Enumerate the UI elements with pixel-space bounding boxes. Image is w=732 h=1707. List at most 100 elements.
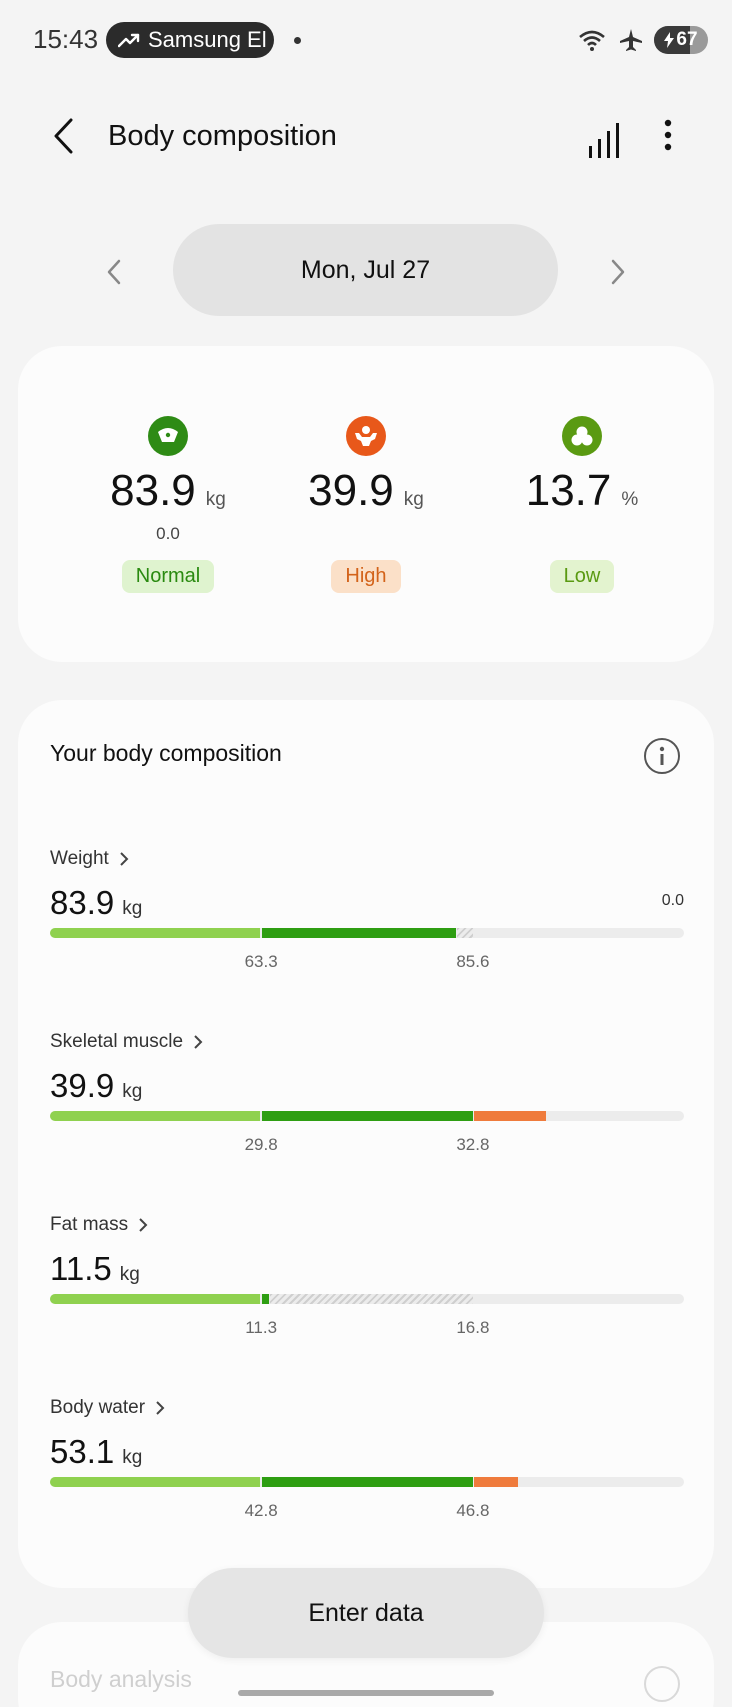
status-time: 15:43 — [33, 24, 99, 54]
fat-mass-row: Fat mass 11.5 kg 11.3 16.8 — [50, 1214, 684, 1364]
page-title: Body composition — [108, 120, 337, 152]
body-analysis-title: Body analysis — [50, 1666, 192, 1692]
skeletal-muscle-value: 39.9 — [50, 1067, 115, 1104]
body-fat-status-badge: Low — [549, 560, 615, 593]
range-segment-low — [50, 928, 261, 938]
weight-scale-icon — [148, 416, 188, 456]
body-water-range-high: 46.8 — [456, 1501, 490, 1520]
body-analysis-info-icon[interactable] — [644, 1666, 680, 1702]
battery-indicator: 67 — [654, 26, 708, 54]
charging-bolt-icon — [664, 32, 675, 48]
range-segment-normal — [262, 928, 456, 938]
body-water-link[interactable]: Body water — [50, 1397, 165, 1419]
muscle-status-badge: High — [331, 560, 401, 593]
skeletal-muscle-range-bar — [50, 1111, 684, 1121]
skeletal-muscle-label: Skeletal muscle — [50, 1031, 184, 1052]
previous-date-button[interactable] — [96, 252, 132, 292]
fat-mass-range-bar — [50, 1294, 684, 1304]
more-vertical-icon — [664, 119, 672, 151]
date-selector[interactable]: Mon, Jul 27 — [173, 224, 558, 316]
range-segment-normal — [262, 1477, 473, 1487]
status-bar: 15:43 Samsung El 67 — [0, 0, 732, 80]
enter-data-label: Enter data — [308, 1598, 424, 1627]
weight-link[interactable]: Weight — [50, 848, 129, 870]
enter-data-button[interactable]: Enter data — [188, 1568, 544, 1658]
muscle-summary-value: 39.9 — [308, 466, 394, 515]
body-fat-summary[interactable]: 13.7% Low — [482, 416, 682, 593]
range-segment-high — [473, 1111, 547, 1121]
body-water-range-bar — [50, 1477, 684, 1487]
chevron-right-icon — [156, 1401, 165, 1415]
ongoing-notification-chip[interactable]: Samsung El — [106, 22, 274, 58]
range-segment-normal — [262, 1111, 473, 1121]
range-segment-high — [473, 1477, 518, 1487]
fat-mass-link[interactable]: Fat mass — [50, 1214, 148, 1236]
bar-chart-icon — [589, 123, 619, 158]
fat-mass-unit: kg — [119, 1264, 140, 1285]
skeletal-muscle-row: Skeletal muscle 39.9 kg 29.8 32.8 — [50, 1031, 684, 1181]
weight-row: Weight 83.9 kg 0.0 63.3 85.6 — [50, 848, 684, 998]
weight-change: 0.0 — [661, 892, 684, 909]
weight-summary-change: 0.0 — [156, 524, 180, 543]
app-header: Body composition — [0, 100, 732, 172]
home-indicator[interactable] — [238, 1690, 494, 1696]
weight-summary-unit: kg — [205, 489, 226, 510]
body-water-value: 53.1 — [50, 1433, 115, 1470]
chevron-left-icon — [107, 259, 121, 285]
weight-range-bar — [50, 928, 684, 938]
more-options-button[interactable] — [648, 112, 688, 158]
battery-level-text: 67 — [676, 29, 698, 50]
body-water-label: Body water — [50, 1397, 146, 1418]
fat-mass-value: 11.5 — [50, 1250, 112, 1287]
weight-range-high: 85.6 — [456, 952, 490, 971]
composition-title: Your body composition — [50, 740, 282, 766]
body-composition-card: Your body composition Weight 83.9 kg 0.0 … — [18, 700, 714, 1588]
body-water-range-low: 42.8 — [244, 1501, 278, 1520]
weight-range-low: 63.3 — [244, 952, 278, 971]
range-segment-normal — [262, 1294, 269, 1304]
back-button[interactable] — [44, 114, 84, 158]
info-button[interactable] — [644, 738, 680, 774]
weight-value: 83.9 — [50, 884, 115, 921]
next-date-button[interactable] — [600, 252, 636, 292]
weight-summary-value: 83.9 — [110, 466, 196, 515]
fat-mass-label: Fat mass — [50, 1214, 129, 1235]
wifi-icon — [579, 30, 605, 51]
skeletal-muscle-unit: kg — [122, 1081, 143, 1102]
range-remaining-hatch — [269, 1294, 473, 1304]
weight-summary[interactable]: 83.9 kg 0.0 Normal — [68, 416, 268, 593]
fat-mass-range-low: 11.3 — [245, 1318, 278, 1337]
trends-button[interactable] — [582, 112, 626, 158]
selected-date: Mon, Jul 27 — [300, 255, 431, 284]
skeletal-muscle-link[interactable]: Skeletal muscle — [50, 1031, 203, 1053]
info-icon — [659, 746, 665, 765]
chevron-right-icon — [194, 1035, 203, 1049]
back-arrow-icon — [54, 118, 73, 154]
muscle-summary-unit: kg — [403, 489, 424, 510]
weight-unit: kg — [122, 898, 143, 919]
body-water-row: Body water 53.1 kg 42.8 46.8 — [50, 1397, 684, 1547]
body-water-unit: kg — [122, 1447, 143, 1468]
range-segment-low — [50, 1477, 261, 1487]
airplane-mode-icon — [620, 29, 642, 51]
chevron-right-icon — [611, 259, 625, 285]
skeletal-muscle-range-high: 32.8 — [456, 1135, 490, 1154]
muscle-icon — [346, 416, 386, 456]
body-fat-icon — [562, 416, 602, 456]
weight-status-badge: Normal — [121, 560, 215, 593]
range-segment-low — [50, 1294, 261, 1304]
weight-label: Weight — [50, 848, 109, 869]
notification-dot — [294, 37, 301, 44]
range-segment-low — [50, 1111, 261, 1121]
fat-mass-range-high: 16.8 — [456, 1318, 490, 1337]
status-icons: 67 — [578, 24, 708, 56]
chevron-right-icon — [120, 852, 129, 866]
trending-up-icon — [118, 33, 140, 48]
muscle-summary[interactable]: 39.9 kg High — [266, 416, 466, 593]
range-remaining-hatch — [456, 928, 473, 938]
chevron-right-icon — [139, 1218, 148, 1232]
notification-chip-label: Samsung El — [148, 27, 267, 52]
skeletal-muscle-range-low: 29.8 — [244, 1135, 278, 1154]
body-fat-summary-unit: % — [621, 489, 639, 510]
body-fat-summary-value: 13.7 — [525, 466, 612, 515]
